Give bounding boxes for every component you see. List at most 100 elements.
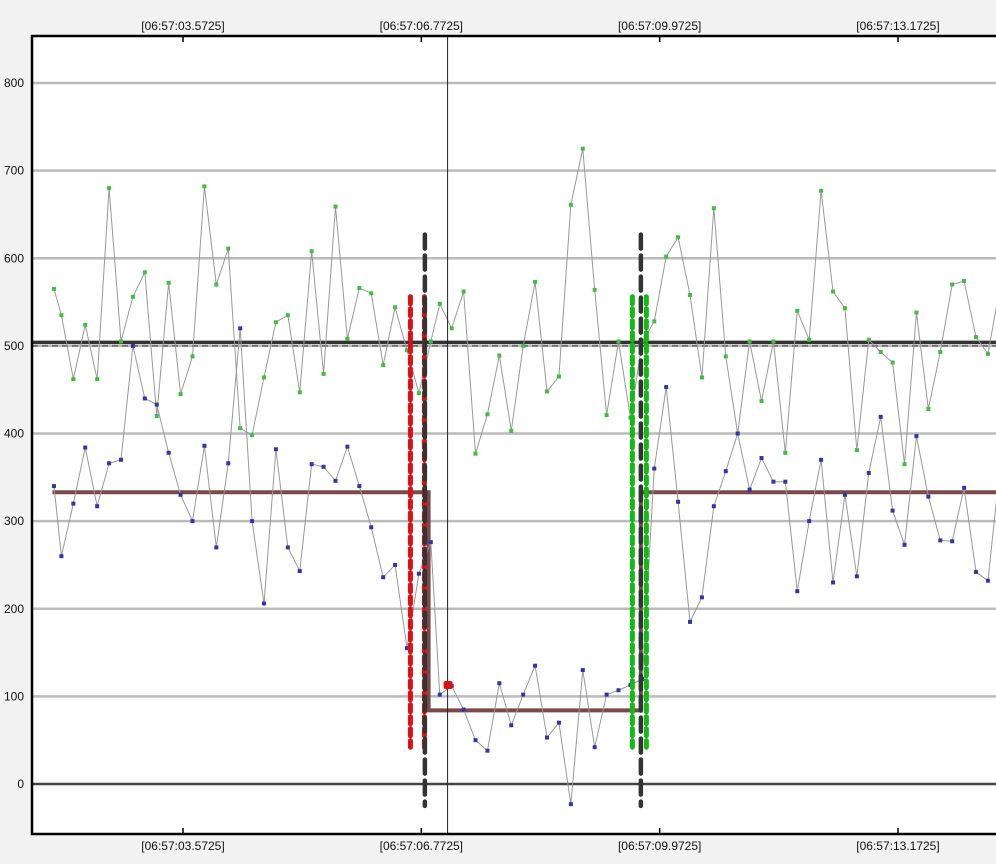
point-blue-61[interactable] bbox=[771, 479, 776, 484]
point-green-34[interactable] bbox=[449, 326, 454, 331]
point-green-41[interactable] bbox=[533, 279, 538, 284]
point-blue-40[interactable] bbox=[521, 692, 526, 697]
point-blue-5[interactable] bbox=[107, 461, 112, 466]
point-blue-37[interactable] bbox=[485, 748, 490, 753]
point-blue-17[interactable] bbox=[250, 519, 255, 524]
point-blue-58[interactable] bbox=[735, 431, 740, 436]
point-green-11[interactable] bbox=[178, 392, 183, 397]
point-blue-41[interactable] bbox=[533, 663, 538, 668]
point-green-15[interactable] bbox=[226, 246, 231, 251]
point-green-24[interactable] bbox=[333, 204, 338, 209]
point-blue-43[interactable] bbox=[556, 720, 561, 725]
point-blue-78[interactable] bbox=[974, 569, 979, 574]
point-green-25[interactable] bbox=[345, 336, 350, 341]
point-blue-66[interactable] bbox=[831, 580, 836, 585]
point-green-12[interactable] bbox=[190, 354, 195, 359]
point-green-35[interactable] bbox=[461, 289, 466, 294]
point-green-59[interactable] bbox=[747, 339, 752, 344]
point-blue-39[interactable] bbox=[509, 723, 514, 728]
point-green-42[interactable] bbox=[545, 389, 550, 394]
point-green-52[interactable] bbox=[664, 254, 669, 259]
point-green-6[interactable] bbox=[118, 339, 123, 344]
point-green-23[interactable] bbox=[321, 371, 326, 376]
point-green-1[interactable] bbox=[59, 313, 64, 318]
point-blue-54[interactable] bbox=[688, 619, 693, 624]
point-green-44[interactable] bbox=[568, 202, 573, 207]
point-blue-20[interactable] bbox=[285, 545, 290, 550]
point-blue-48[interactable] bbox=[616, 688, 621, 693]
point-blue-18[interactable] bbox=[261, 601, 266, 606]
point-blue-13[interactable] bbox=[202, 443, 207, 448]
point-green-19[interactable] bbox=[273, 320, 278, 325]
point-green-67[interactable] bbox=[842, 306, 847, 311]
point-blue-52[interactable] bbox=[664, 385, 669, 390]
point-green-38[interactable] bbox=[497, 353, 502, 358]
point-green-62[interactable] bbox=[783, 450, 788, 455]
point-blue-10[interactable] bbox=[166, 450, 171, 455]
point-green-79[interactable] bbox=[985, 351, 990, 356]
point-green-74[interactable] bbox=[926, 406, 931, 411]
point-green-43[interactable] bbox=[556, 374, 561, 379]
point-blue-31[interactable] bbox=[416, 571, 421, 576]
point-green-56[interactable] bbox=[711, 206, 716, 211]
point-blue-2[interactable] bbox=[71, 501, 76, 506]
point-green-37[interactable] bbox=[485, 412, 490, 417]
point-green-30[interactable] bbox=[404, 348, 409, 353]
cursor-point[interactable] bbox=[443, 680, 453, 689]
point-green-4[interactable] bbox=[95, 377, 100, 382]
point-blue-65[interactable] bbox=[819, 457, 824, 462]
point-green-21[interactable] bbox=[297, 390, 302, 395]
point-blue-21[interactable] bbox=[297, 569, 302, 574]
point-green-36[interactable] bbox=[473, 451, 478, 456]
point-blue-25[interactable] bbox=[345, 444, 350, 449]
point-green-73[interactable] bbox=[914, 310, 919, 315]
point-green-48[interactable] bbox=[616, 339, 621, 344]
point-green-70[interactable] bbox=[878, 350, 883, 355]
point-blue-72[interactable] bbox=[902, 542, 907, 547]
point-blue-32[interactable] bbox=[428, 540, 433, 545]
point-green-60[interactable] bbox=[759, 399, 764, 404]
point-blue-64[interactable] bbox=[807, 519, 812, 524]
point-blue-9[interactable] bbox=[154, 402, 159, 407]
point-green-29[interactable] bbox=[393, 305, 398, 310]
point-blue-76[interactable] bbox=[950, 539, 955, 544]
point-blue-15[interactable] bbox=[226, 461, 231, 466]
point-blue-24[interactable] bbox=[333, 478, 338, 483]
point-green-39[interactable] bbox=[509, 428, 514, 433]
point-green-7[interactable] bbox=[130, 294, 135, 299]
point-green-47[interactable] bbox=[604, 413, 609, 418]
point-blue-71[interactable] bbox=[890, 508, 895, 513]
point-blue-36[interactable] bbox=[473, 738, 478, 743]
point-green-66[interactable] bbox=[831, 289, 836, 294]
point-green-68[interactable] bbox=[854, 448, 859, 453]
point-blue-60[interactable] bbox=[759, 456, 764, 461]
point-blue-42[interactable] bbox=[545, 735, 550, 740]
point-blue-67[interactable] bbox=[842, 492, 847, 497]
point-blue-55[interactable] bbox=[699, 595, 704, 600]
point-green-22[interactable] bbox=[309, 249, 314, 254]
point-green-57[interactable] bbox=[723, 354, 728, 359]
point-green-65[interactable] bbox=[819, 188, 824, 193]
point-blue-26[interactable] bbox=[357, 484, 362, 489]
point-green-27[interactable] bbox=[369, 291, 374, 296]
point-green-28[interactable] bbox=[381, 363, 386, 368]
point-blue-22[interactable] bbox=[309, 462, 314, 467]
point-blue-23[interactable] bbox=[321, 464, 326, 469]
point-blue-16[interactable] bbox=[238, 326, 243, 331]
point-blue-19[interactable] bbox=[273, 447, 278, 452]
point-green-64[interactable] bbox=[807, 337, 812, 342]
point-blue-0[interactable] bbox=[51, 484, 56, 489]
point-green-20[interactable] bbox=[285, 313, 290, 318]
point-green-69[interactable] bbox=[866, 337, 871, 342]
point-blue-28[interactable] bbox=[381, 575, 386, 580]
point-blue-7[interactable] bbox=[130, 343, 135, 348]
point-blue-51[interactable] bbox=[652, 466, 657, 471]
point-blue-33[interactable] bbox=[437, 692, 442, 697]
point-blue-70[interactable] bbox=[878, 414, 883, 419]
point-blue-75[interactable] bbox=[938, 538, 943, 543]
point-green-13[interactable] bbox=[202, 184, 207, 189]
point-blue-30[interactable] bbox=[404, 646, 409, 651]
point-blue-47[interactable] bbox=[604, 692, 609, 697]
point-blue-46[interactable] bbox=[592, 745, 597, 750]
point-green-75[interactable] bbox=[938, 350, 943, 355]
